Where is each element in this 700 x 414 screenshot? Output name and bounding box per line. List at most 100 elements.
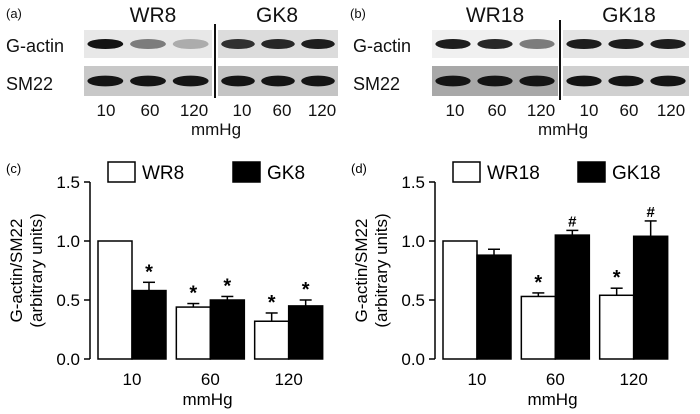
panel-letter: (c) — [6, 161, 21, 176]
y-tick-label: 1.0 — [56, 232, 80, 251]
lane-label: 120 — [179, 101, 209, 120]
blot-band — [435, 38, 471, 50]
blot-band — [261, 75, 295, 87]
blot-sm22-left — [432, 66, 558, 96]
blot-band — [608, 75, 644, 87]
lane-label: 10 — [445, 101, 465, 120]
blot-band — [221, 75, 255, 87]
lane-label: 60 — [272, 101, 292, 120]
panel-b: (b) WR18 GK18 G-actin SM22 10 60 120 10 … — [345, 0, 700, 145]
unit-label: mmHg — [537, 120, 589, 139]
significance-mark: # — [646, 204, 655, 221]
row-label-sm22: SM22 — [353, 74, 401, 94]
bar — [520, 295, 557, 360]
significance-mark: * — [613, 267, 621, 289]
y-tick-label: 0.0 — [56, 350, 80, 369]
panel-letter: (d) — [351, 161, 367, 176]
significance-mark: * — [223, 275, 231, 297]
blot-band — [130, 75, 166, 87]
x-axis-label: mmHg — [527, 390, 577, 409]
group-title-right: GK8 — [255, 4, 299, 27]
chart-panel-c: (c) WR8 GK8 0.0 0.5 1.0 1.5 G-actin/SM22 (arbitr… — [6, 161, 324, 409]
blot-gactin-left — [84, 30, 212, 58]
lane-label: 10 — [579, 101, 599, 120]
blot-band — [301, 75, 335, 87]
group-title-right: GK18 — [602, 4, 656, 27]
blot-band — [172, 38, 209, 50]
bar — [442, 240, 478, 360]
unit-label: mmHg — [190, 120, 242, 139]
legend-label: GK8 — [267, 163, 305, 184]
x-tick-label: 120 — [619, 370, 647, 389]
significance-mark: * — [268, 292, 276, 314]
blot-band — [519, 38, 555, 50]
bar — [598, 294, 635, 360]
y-tick-label: 0.5 — [56, 291, 80, 310]
lane-label: 60 — [487, 101, 507, 120]
legend-label: WR8 — [142, 163, 184, 184]
y-tick-label: 1.0 — [401, 232, 425, 251]
row-label-gactin: G-actin — [6, 36, 65, 56]
bar — [287, 305, 324, 360]
bar — [253, 320, 290, 360]
group-title-left: WR18 — [465, 4, 525, 27]
y-tick-label: 1.5 — [56, 173, 80, 192]
blot-band — [130, 38, 166, 50]
y-axis-label: G-actin/SM22 — [352, 219, 371, 323]
x-tick-label: 10 — [468, 370, 487, 389]
chart-panel-d: (d) WR18 GK18 0.0 0.5 1.0 1.5 G-actin/SM22 (arbi… — [351, 161, 669, 409]
panel-a: (a) WR8 GK8 G-actin SM22 10 60 120 10 60… — [0, 0, 345, 145]
significance-mark: * — [302, 279, 310, 301]
significance-mark: # — [568, 213, 577, 230]
blot-sm22-right — [563, 66, 689, 96]
bar — [476, 254, 512, 360]
lane-label: 120 — [656, 101, 686, 120]
bar — [175, 306, 212, 360]
group-divider — [559, 20, 561, 100]
y-tick-label: 0.0 — [401, 350, 425, 369]
bar — [131, 289, 167, 360]
legend-swatch — [452, 161, 481, 183]
lane-label: 60 — [140, 101, 160, 120]
row-label-gactin: G-actin — [353, 36, 412, 56]
x-tick-label: 60 — [546, 370, 565, 389]
blot-sm22-right — [218, 66, 338, 96]
x-axis-label: mmHg — [182, 390, 232, 409]
blot-band — [477, 38, 513, 50]
lane-label: 120 — [307, 101, 337, 120]
legend-swatch — [232, 161, 261, 183]
legend-label: GK18 — [612, 163, 661, 184]
y-axis-label: (arbitrary units) — [372, 213, 391, 327]
blot-band — [87, 75, 124, 87]
legend-swatch — [107, 161, 136, 183]
legend-swatch — [577, 161, 606, 183]
blot-band — [566, 75, 602, 87]
blot-band — [650, 38, 686, 50]
blot-band — [221, 38, 255, 50]
y-tick-label: 1.5 — [401, 173, 425, 192]
group-divider — [214, 24, 216, 98]
blot-band — [261, 38, 295, 50]
blot-band — [301, 38, 335, 50]
blot-sm22-left — [84, 66, 212, 96]
blot-band — [435, 75, 471, 87]
blot-band — [477, 75, 513, 87]
blot-band — [650, 75, 686, 87]
lane-label: 10 — [232, 101, 252, 120]
blot-band — [608, 38, 644, 50]
group-title-left: WR8 — [129, 4, 177, 27]
x-tick-label: 120 — [274, 370, 302, 389]
row-label-sm22: SM22 — [6, 74, 54, 94]
lane-label: 120 — [526, 101, 556, 120]
bar — [554, 234, 591, 360]
blot-band — [519, 75, 555, 87]
blot-band — [566, 38, 602, 50]
lane-label: 10 — [96, 101, 116, 120]
y-axis-label: (arbitrary units) — [27, 213, 46, 327]
y-tick-label: 0.5 — [401, 291, 425, 310]
x-tick-label: 10 — [123, 370, 142, 389]
significance-mark: * — [189, 283, 197, 305]
bar — [97, 240, 133, 360]
blot-band — [87, 38, 124, 50]
significance-mark: * — [145, 261, 153, 283]
